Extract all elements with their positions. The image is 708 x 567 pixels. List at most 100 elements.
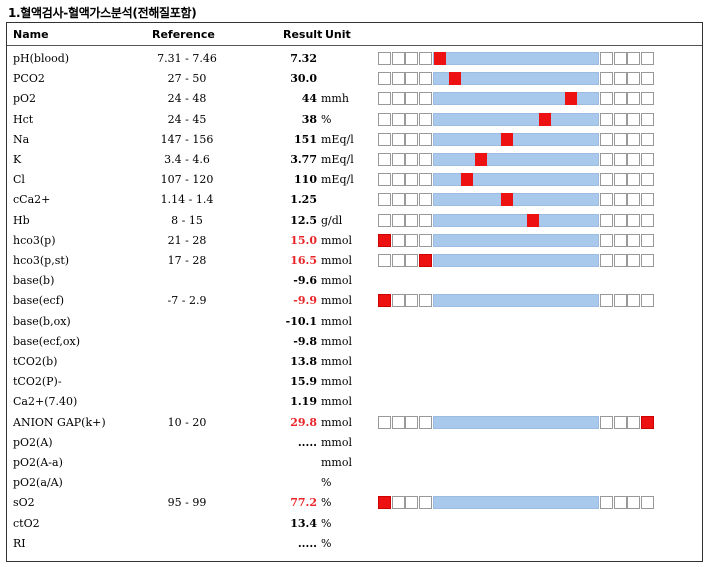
range-cell-high <box>640 132 654 146</box>
unit-label: mmol <box>321 233 353 247</box>
range-indicator-bar <box>378 496 655 510</box>
result-value: 110 <box>294 173 317 187</box>
result-value: -10.1 <box>285 314 317 328</box>
range-cell-high <box>627 213 640 227</box>
result-value: 13.8 <box>290 355 317 368</box>
range-cell-high <box>600 415 613 429</box>
table-row: sO2 95 - 99 77.2% <box>7 492 702 512</box>
unit-label: mEq/l <box>321 132 354 146</box>
range-cell-low <box>378 132 391 146</box>
reference-range: 17 - 28 <box>167 254 207 267</box>
range-indicator-bar <box>378 233 655 248</box>
table-row: Na 147 - 156 151 mEq/l <box>7 129 702 149</box>
table-row: pO2(A)..... mmol <box>7 432 702 452</box>
test-name: pO2(A) <box>13 435 53 449</box>
result-value: 77.2 <box>290 496 317 510</box>
table-row: RI.....% <box>7 533 702 553</box>
range-indicator-bar <box>378 52 655 66</box>
table-row: base(b) -9.6 mmol <box>7 270 702 290</box>
range-cell-low <box>405 213 418 227</box>
range-cell-high <box>613 415 627 429</box>
table-row: pO2(a/A)% <box>7 472 702 492</box>
test-name: hco3(p,st) <box>13 254 70 267</box>
range-cell-high <box>600 496 613 510</box>
range-cell-high <box>627 173 640 187</box>
normal-range-band <box>433 132 599 146</box>
test-name: Cl <box>13 173 25 187</box>
range-cell-low <box>391 52 405 65</box>
range-cell-low <box>378 213 391 227</box>
test-name: base(b,ox) <box>13 314 71 328</box>
reference-range: 3.4 - 4.6 <box>164 153 210 166</box>
unit-label: mmol <box>321 456 353 469</box>
range-cell-high <box>627 112 640 126</box>
test-name: ANION GAP(k+) <box>13 415 106 429</box>
normal-range-band <box>433 92 599 106</box>
range-indicator-bar <box>378 92 655 106</box>
range-cell-high <box>627 496 640 510</box>
range-cell-low <box>405 132 418 146</box>
range-cell-low <box>418 496 432 510</box>
value-marker <box>449 72 462 86</box>
reference-range: 7.31 - 7.46 <box>157 52 217 65</box>
range-cell-low <box>378 153 391 166</box>
range-cell-low <box>405 415 418 429</box>
range-indicator-bar <box>378 193 655 207</box>
unit-label: mEq/l <box>321 153 354 166</box>
test-name: Ca2+(7.40) <box>13 395 78 409</box>
unit-label: mmol <box>321 314 353 328</box>
range-indicator-bar <box>378 132 655 147</box>
normal-range-band <box>433 112 599 126</box>
range-cell-low <box>405 92 418 106</box>
range-cell-low <box>391 112 405 126</box>
range-indicator-bar <box>378 112 655 127</box>
range-cell-high <box>627 52 640 65</box>
range-cell-low <box>405 153 418 166</box>
range-cell-high <box>640 415 654 429</box>
reference-range: 21 - 28 <box>167 233 207 247</box>
unit-label: % <box>321 496 332 510</box>
range-cell-high <box>613 213 627 227</box>
page-title: 1.혈액검사-혈액가스분석(전해질포함) <box>8 6 197 20</box>
range-cell-low <box>405 72 418 86</box>
result-value: ..... <box>297 435 317 449</box>
range-cell-high <box>613 52 627 65</box>
range-indicator-bar <box>378 415 655 430</box>
range-cell-high <box>600 112 613 126</box>
result-value: ..... <box>297 536 317 550</box>
unit-label: mmol <box>321 254 353 267</box>
range-cell-high <box>640 294 654 308</box>
value-marker <box>538 112 551 126</box>
result-value: 1.19 <box>290 395 317 409</box>
range-cell-low <box>378 52 391 65</box>
range-cell-low <box>418 213 432 227</box>
range-cell-high <box>613 496 627 510</box>
range-indicator-bar <box>378 254 655 268</box>
result-value: 38 <box>301 112 317 126</box>
result-value: 30.0 <box>290 72 317 86</box>
result-value: -9.9 <box>293 294 317 308</box>
result-value: -9.6 <box>293 274 317 288</box>
range-cell-low <box>378 72 391 86</box>
range-cell-high <box>627 193 640 207</box>
table-row: pH(blood) 7.31 - 7.46 7.32 <box>7 48 702 68</box>
result-value: 13.4 <box>290 516 317 530</box>
range-cell-high <box>613 72 627 86</box>
range-cell-low <box>418 233 432 247</box>
table-row: hco3(p,st) 17 - 28 16.5 mmol <box>7 250 702 270</box>
range-cell-low <box>391 254 405 267</box>
reference-range: 8 - 15 <box>171 213 203 227</box>
table-row: ctO2 13.4% <box>7 513 702 533</box>
range-cell-high <box>613 112 627 126</box>
range-cell-high <box>640 213 654 227</box>
range-cell-high <box>600 72 613 86</box>
range-cell-low <box>378 294 391 308</box>
range-cell-high <box>613 92 627 106</box>
value-marker <box>500 193 513 207</box>
range-cell-high <box>640 72 654 86</box>
test-name: Na <box>13 132 30 146</box>
range-cell-low <box>418 193 432 207</box>
test-name: K <box>13 153 22 166</box>
reference-range: 24 - 45 <box>167 112 207 126</box>
test-name: base(ecf,ox) <box>13 334 81 348</box>
